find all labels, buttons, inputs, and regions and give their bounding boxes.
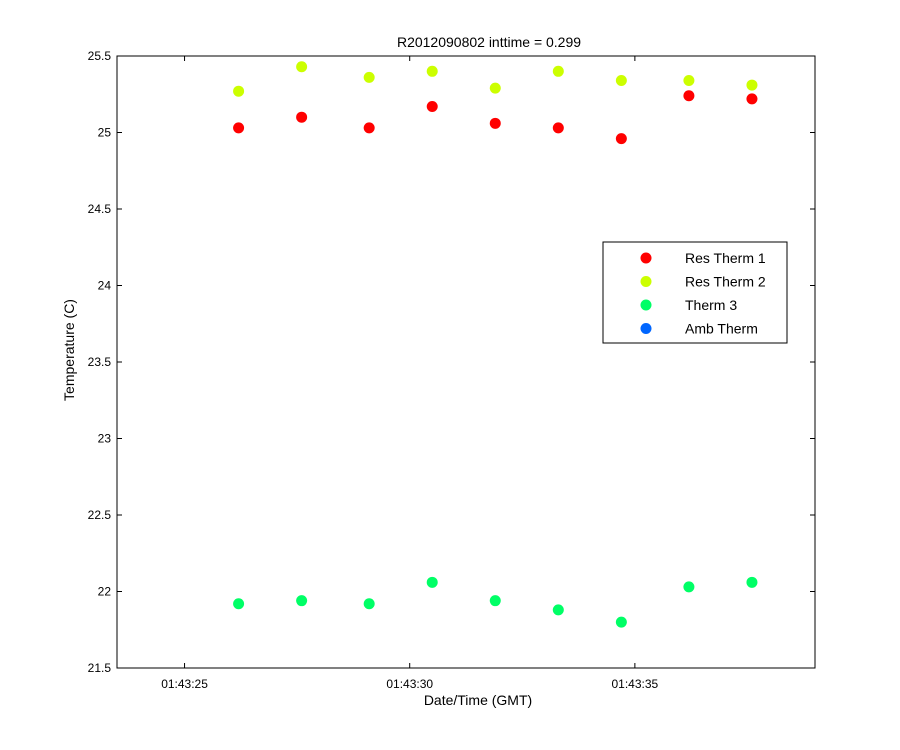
y-tick-label: 23 <box>98 432 112 446</box>
x-tick-label: 01:43:25 <box>161 677 208 691</box>
y-tick-label: 24 <box>98 279 112 293</box>
point-res-therm-2 <box>233 85 245 97</box>
point-therm-3 <box>233 598 245 610</box>
point-res-therm-1 <box>683 90 695 102</box>
y-tick-label: 22.5 <box>88 508 112 522</box>
point-therm-3 <box>426 576 438 588</box>
point-res-therm-2 <box>489 82 501 94</box>
legend-label-amb-therm: Amb Therm <box>685 321 758 337</box>
point-res-therm-2 <box>746 79 758 91</box>
y-tick-label: 23.5 <box>88 355 112 369</box>
legend-label-res-therm-2: Res Therm 2 <box>685 274 766 290</box>
point-res-therm-2 <box>363 71 375 83</box>
plot-area <box>116 55 816 669</box>
legend-label-therm-3: Therm 3 <box>685 297 737 313</box>
legend-label-res-therm-1: Res Therm 1 <box>685 250 766 266</box>
legend-marker-res-therm-1 <box>640 252 652 264</box>
point-therm-3 <box>363 598 375 610</box>
legend-box <box>602 241 788 344</box>
point-res-therm-1 <box>233 122 245 134</box>
y-tick-label: 25 <box>98 126 112 140</box>
point-therm-3 <box>746 576 758 588</box>
point-res-therm-2 <box>683 74 695 86</box>
point-res-therm-1 <box>746 93 758 105</box>
point-res-therm-1 <box>363 122 375 134</box>
legend-marker-res-therm-2 <box>640 276 652 287</box>
point-res-therm-1 <box>489 117 501 129</box>
point-therm-3 <box>683 581 695 593</box>
data-points <box>233 61 758 628</box>
legend-marker-amb-therm <box>640 323 652 334</box>
x-tick-label: 01:43:35 <box>612 677 659 691</box>
chart-title: R2012090802 inttime = 0.299 <box>397 34 581 50</box>
point-res-therm-2 <box>426 65 438 77</box>
point-res-therm-1 <box>552 122 564 134</box>
point-res-therm-1 <box>615 133 627 145</box>
point-therm-3 <box>615 616 627 628</box>
y-tick-label: 25.5 <box>88 49 112 63</box>
point-res-therm-2 <box>615 74 627 86</box>
y-tick-label: 22 <box>98 585 112 599</box>
point-res-therm-2 <box>552 65 564 77</box>
point-therm-3 <box>489 595 501 607</box>
y-axis: 25.5 25 24.5 24 23.5 23 22.5 22 21.5 <box>88 49 815 675</box>
legend: Res Therm 1 Res Therm 2 Therm 3 Amb Therm <box>602 241 788 344</box>
point-res-therm-2 <box>296 61 308 73</box>
point-therm-3 <box>296 595 308 607</box>
point-therm-3 <box>552 604 564 616</box>
point-res-therm-1 <box>296 111 308 123</box>
y-axis-label: Temperature (C) <box>61 299 77 401</box>
point-res-therm-1 <box>426 100 438 112</box>
legend-marker-therm-3 <box>640 299 652 311</box>
x-axis: 01:43:25 01:43:30 01:43:35 <box>161 56 659 691</box>
y-tick-label: 21.5 <box>88 661 112 675</box>
x-axis-label: Date/Time (GMT) <box>424 692 532 708</box>
x-tick-label: 01:43:30 <box>386 677 433 691</box>
y-tick-label: 24.5 <box>88 202 112 216</box>
